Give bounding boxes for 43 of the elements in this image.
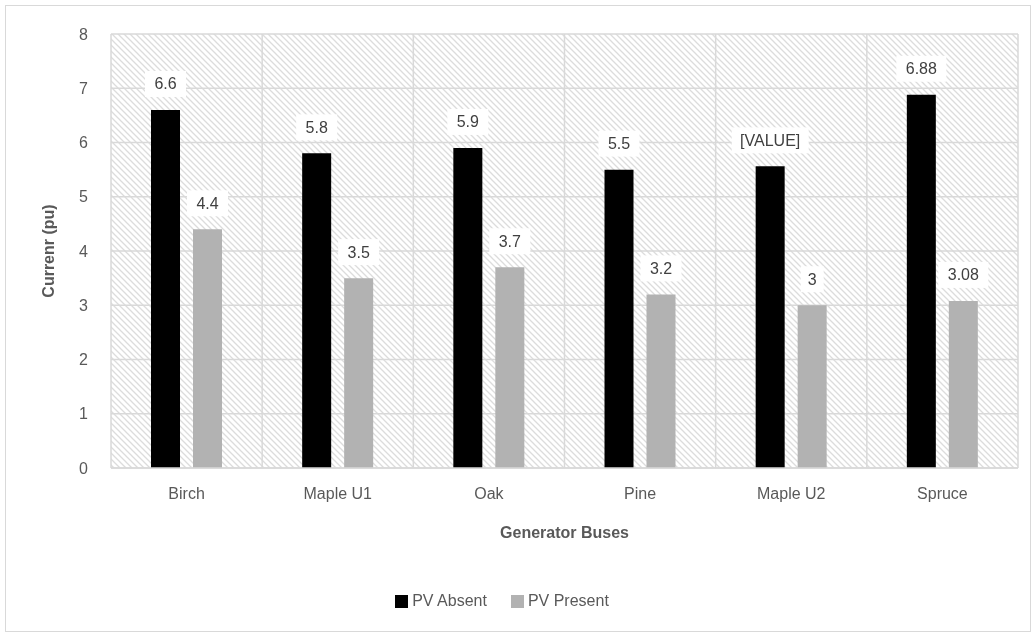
data-label: 6.6 (154, 75, 177, 93)
data-label: 3.7 (498, 232, 522, 250)
y-tick-label: 3 (79, 296, 89, 314)
y-tick-label: 2 (79, 351, 89, 369)
data-label: 5.9 (456, 113, 480, 131)
bar (302, 153, 332, 468)
data-label: 5.5 (607, 135, 631, 153)
y-tick-label: 8 (79, 25, 89, 43)
data-label: 3.08 (947, 266, 980, 284)
x-tick-label: Oak (474, 485, 505, 503)
bar (151, 109, 180, 468)
y-tick-label: 0 (79, 459, 89, 477)
x-tick-label: Pine (624, 485, 657, 503)
x-tick-label: Spruce (917, 485, 968, 503)
legend-label: PV Absent (412, 592, 487, 609)
data-label: 5.8 (305, 118, 328, 136)
x-axis-title: Generator Buses (500, 524, 630, 541)
data-label: 3.2 (649, 259, 673, 277)
bar (193, 229, 222, 468)
bar (453, 147, 483, 468)
bar (646, 294, 676, 468)
data-label: 4.4 (196, 194, 219, 212)
x-tick-label: Maple U1 (303, 485, 373, 503)
x-tick-label: Maple U2 (757, 485, 826, 503)
legend-label: PV Present (527, 592, 609, 609)
y-tick-label: 6 (79, 134, 89, 152)
bar (906, 94, 936, 468)
data-label: [VALUE] (740, 131, 801, 149)
bar (755, 166, 785, 468)
y-axis-title: Currenr (pu) (39, 204, 57, 298)
x-tick-label: Birch (168, 485, 205, 503)
bar (797, 305, 827, 468)
y-tick-label: 1 (79, 405, 89, 423)
y-tick-label: 5 (79, 188, 89, 206)
bar (495, 267, 525, 468)
y-tick-label: 7 (79, 79, 89, 97)
bar (604, 169, 634, 468)
data-label: 3.5 (347, 243, 370, 261)
data-label: 3 (807, 270, 817, 288)
y-tick-label: 4 (79, 242, 89, 260)
bar (948, 300, 978, 468)
data-label: 6.88 (905, 60, 938, 78)
bar (344, 278, 374, 468)
